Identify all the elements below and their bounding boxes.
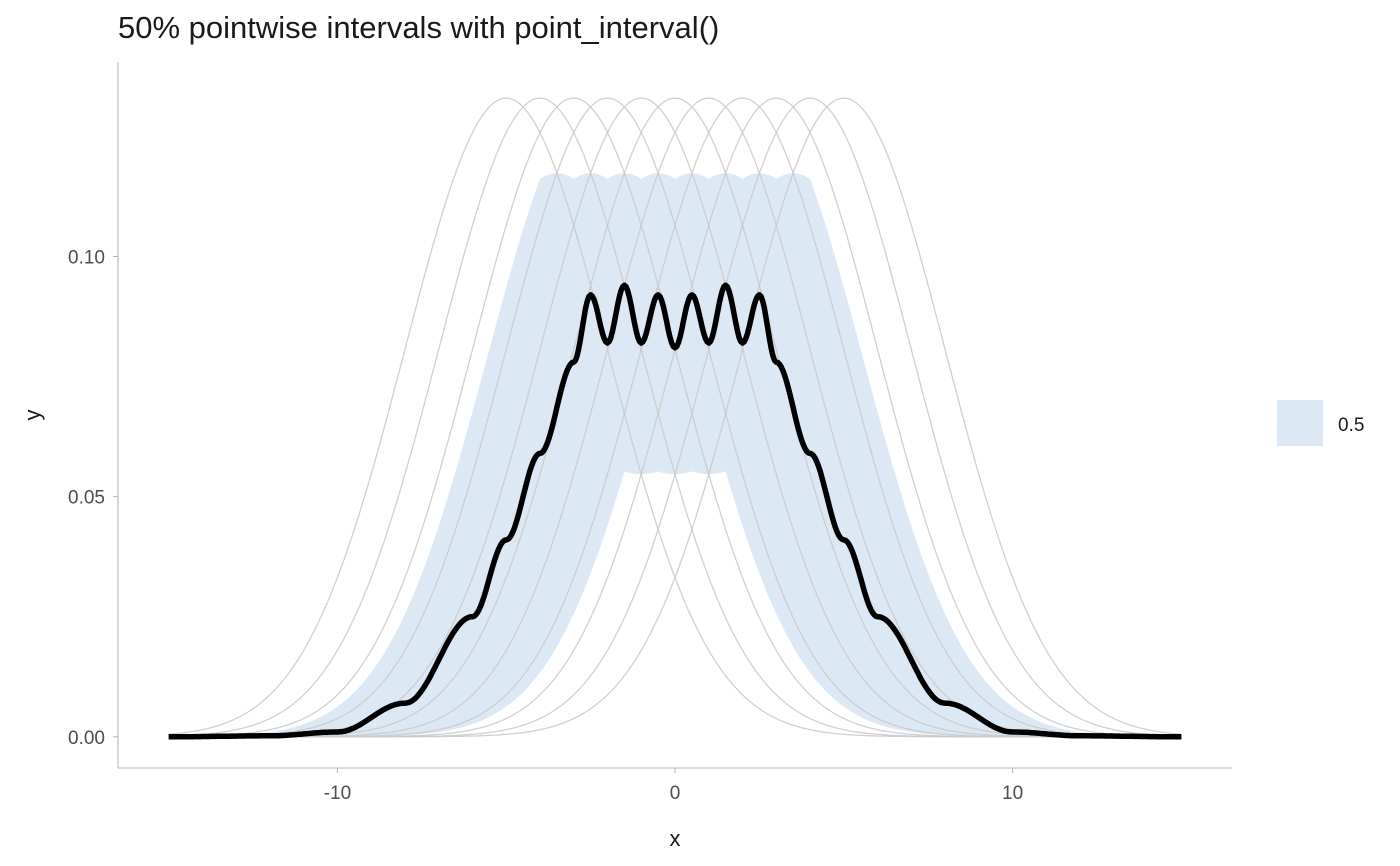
y-tick-label: 0.05	[68, 488, 105, 509]
legend: 0.5	[1277, 400, 1364, 446]
interval-ribbon-0.5	[168, 173, 1182, 737]
center-line	[167, 282, 1183, 740]
legend-key-0.5	[1277, 400, 1323, 446]
center-line-layer	[167, 282, 1183, 740]
x-tick-label: -10	[324, 783, 351, 804]
x-axis-title: x	[670, 826, 681, 851]
y-tick-label: 0.10	[68, 248, 105, 269]
interval-ribbon-layer	[168, 173, 1182, 737]
y-axis-title: y	[20, 410, 45, 421]
chart-title: 50% pointwise intervals with point_inter…	[118, 10, 720, 45]
y-tick-label: 0.00	[68, 728, 105, 749]
x-tick-label: 0	[670, 783, 681, 804]
legend-label: 0.5	[1338, 415, 1364, 436]
ticks-layer: -10 0 10 0.00 0.05 0.10	[68, 248, 1023, 804]
density-curve-10	[168, 97, 1182, 738]
x-tick-label: 10	[1002, 783, 1023, 804]
